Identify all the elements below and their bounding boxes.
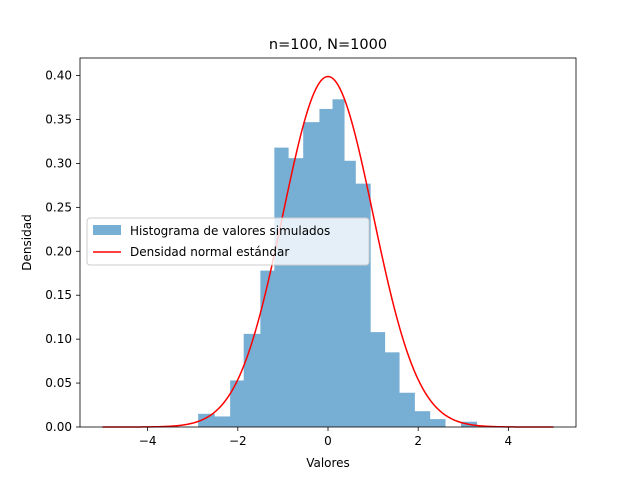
x-tick-label: 4 — [505, 434, 513, 448]
y-tick-label: 0.15 — [45, 288, 72, 302]
histogram-bar — [274, 147, 289, 427]
x-tick-label: −4 — [139, 434, 157, 448]
y-axis-label: Densidad — [20, 214, 34, 270]
histogram-bar — [319, 108, 333, 427]
y-tick-label: 0.25 — [45, 200, 72, 214]
y-axis-ticks: 0.00 0.05 0.10 0.15 0.20 0.25 0.30 0.35 0.40 — [45, 69, 80, 434]
legend-box — [86, 217, 370, 266]
histogram-bar — [399, 392, 415, 427]
histogram-bar — [344, 160, 356, 428]
legend-label-curve: Densidad normal estándar — [130, 245, 289, 259]
histogram-bar — [414, 411, 431, 427]
legend-swatch-histogram — [93, 225, 121, 235]
legend: Histograma de valores simulados Densidad… — [86, 217, 370, 266]
histogram-bar — [214, 416, 231, 427]
histogram-bar — [429, 419, 446, 427]
histogram-bar — [303, 122, 320, 427]
x-axis-ticks: −4 −2 0 2 4 — [139, 427, 512, 448]
chart-title: n=100, N=1000 — [269, 37, 387, 53]
y-tick-label: 0.10 — [45, 332, 72, 346]
x-tick-label: 2 — [414, 434, 422, 448]
histogram-bar — [384, 352, 400, 427]
histogram-bar — [230, 380, 244, 427]
histogram-bar — [198, 413, 215, 427]
y-tick-label: 0.00 — [45, 420, 72, 434]
x-tick-label: −2 — [229, 434, 247, 448]
y-tick-label: 0.35 — [45, 113, 72, 127]
normal-density-curve — [102, 75, 554, 428]
y-tick-label: 0.40 — [45, 69, 72, 83]
y-tick-label: 0.20 — [45, 244, 72, 258]
x-axis-label: Valores — [306, 456, 350, 470]
x-tick-label: 0 — [324, 434, 332, 448]
histogram-bar — [370, 332, 386, 427]
histogram-bar — [260, 270, 275, 427]
y-tick-label: 0.05 — [45, 376, 72, 390]
histogram-bar — [288, 158, 304, 427]
legend-label-histogram: Histograma de valores simulados — [130, 224, 330, 238]
y-tick-label: 0.30 — [45, 156, 72, 170]
histogram-bar — [243, 333, 261, 427]
